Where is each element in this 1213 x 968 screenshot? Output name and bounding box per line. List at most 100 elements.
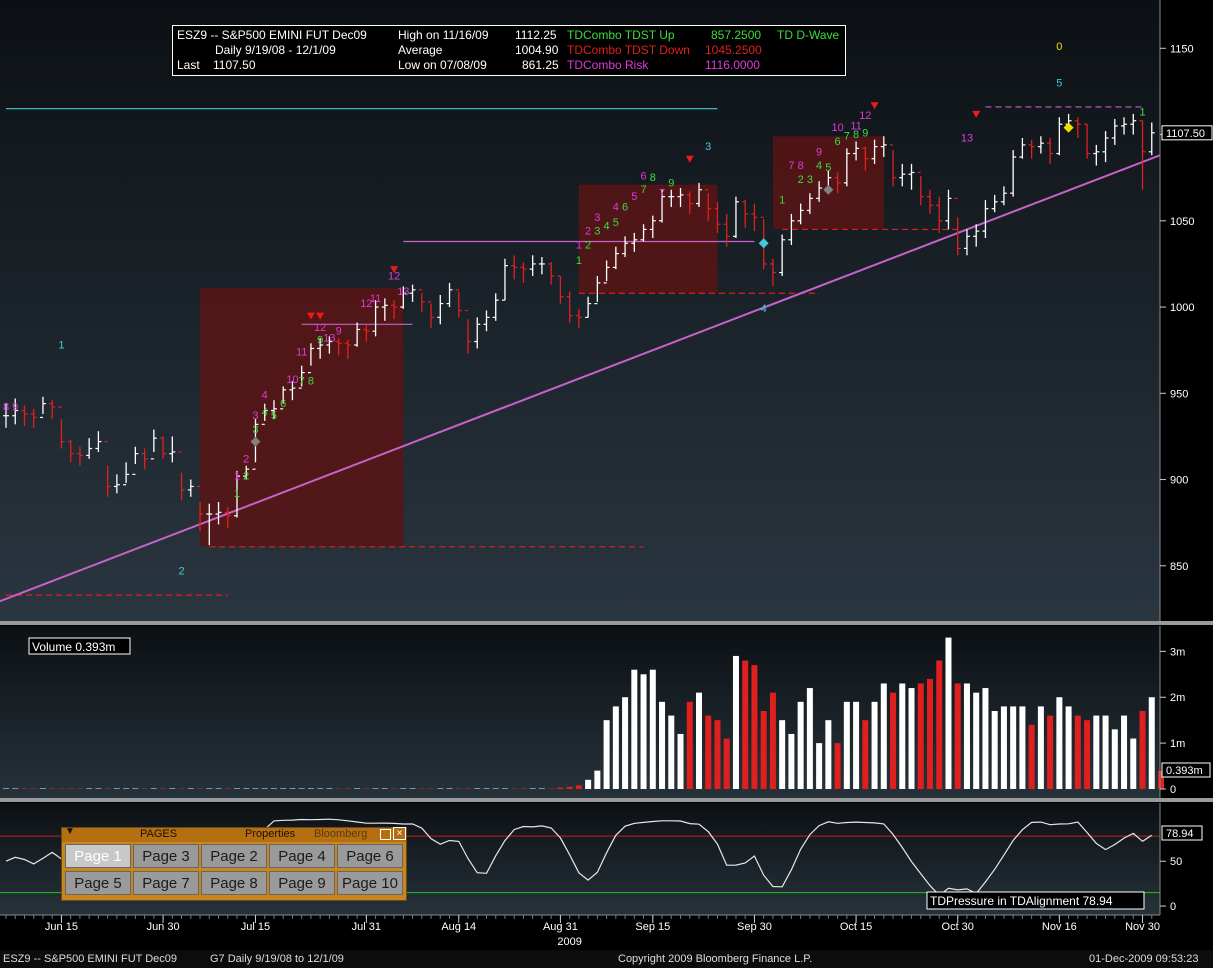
x-tick-label: Oct 30 [942, 921, 974, 933]
td-count-label: 13 [961, 132, 973, 144]
info-range: Daily 9/19/08 - 12/1/09 [215, 43, 336, 57]
volume-bar [890, 692, 897, 789]
volume-bar [640, 674, 647, 789]
td-count-label: 1 [234, 471, 240, 483]
x-tick-label: Aug 14 [441, 921, 476, 933]
panel-divider-2 [0, 798, 1213, 802]
pressure-legend-label: TDPressure in TDAlignment 78.94 [930, 894, 1113, 908]
volume-legend-label: Volume 0.393m [32, 640, 115, 654]
pages-header: ▼ PAGES Properties Bloomberg × [62, 826, 406, 842]
page-button-2[interactable]: Page 2 [201, 844, 267, 868]
td-count-label: 11 [296, 346, 307, 358]
td-count-label: 6 [640, 170, 646, 182]
td-count-label: 2 [178, 565, 184, 577]
volume-bar [1047, 715, 1054, 789]
td-count-label: 10 [831, 122, 843, 134]
volume-tick-label: 1m [1170, 738, 1185, 750]
td-count-label: 2 [585, 239, 591, 251]
volume-bar [760, 711, 767, 789]
volume-bar [779, 720, 786, 789]
price-tick-label: 850 [1170, 561, 1188, 573]
tdst-up-value: 857.2500 [711, 28, 762, 42]
properties-tab[interactable]: Properties [245, 828, 296, 840]
td-count-label: 5 [613, 217, 619, 229]
info-high-label: High on 11/16/09 [398, 28, 489, 42]
bloomberg-tab[interactable]: Bloomberg [314, 828, 368, 840]
volume-bar [1019, 706, 1026, 789]
info-avg-value: 1004.90 [515, 43, 559, 57]
price-tick-label: 1000 [1170, 302, 1194, 314]
volume-bar [973, 692, 980, 789]
pressure-last-box [1161, 825, 1203, 841]
td-count-label: 12 [360, 298, 372, 310]
page-button-1[interactable]: Page 1 [65, 844, 131, 868]
volume-bar [705, 715, 712, 789]
volume-bar [732, 655, 739, 789]
pages-menu-icon[interactable]: ▼ [65, 826, 75, 837]
pages-panel: ▼ PAGES Properties Bloomberg × Page 1 Pa… [61, 826, 407, 901]
tdst-box [200, 288, 404, 547]
volume-bar [751, 665, 758, 789]
last-price-label: 1107.50 [1166, 128, 1205, 140]
volume-bar [917, 683, 924, 789]
td-count-label: 8 [650, 172, 656, 184]
td-count-label: 3 [807, 174, 813, 186]
td-count-label: 2 [585, 226, 591, 238]
info-last-value: 1107.50 [213, 58, 256, 72]
info-low-value: 861.25 [522, 58, 559, 72]
volume-bar [871, 701, 878, 789]
page-button-6[interactable]: Page 6 [337, 844, 403, 868]
td-count-label: 1 [58, 339, 64, 351]
td-count-label: 3 [594, 212, 600, 224]
page-button-8[interactable]: Page 8 [201, 871, 267, 895]
page-button-4[interactable]: Page 4 [269, 844, 335, 868]
volume-bar [797, 701, 804, 789]
signal-dot-icon [250, 436, 261, 447]
info-title: ESZ9 -- S&P500 EMINI FUT Dec09 [177, 28, 367, 42]
x-tick-label: Nov 16 [1042, 921, 1077, 933]
red-arrow-icon [390, 266, 399, 274]
info-high-value: 1112.25 [515, 28, 557, 42]
x-tick-label: Oct 15 [840, 921, 872, 933]
td-count-label: 5 [271, 410, 277, 422]
panel-divider-1 [0, 621, 1213, 625]
td-count-label: 11 [850, 120, 861, 132]
bottom-axis-bg [0, 915, 1160, 950]
td-count-label: 6 [280, 398, 286, 410]
page-button-10[interactable]: Page 10 [337, 871, 403, 895]
x-tick-label: Jun 30 [147, 921, 180, 933]
right-axis-bg [1160, 0, 1213, 950]
page-button-9[interactable]: Page 9 [269, 871, 335, 895]
close-icon[interactable]: × [393, 827, 406, 840]
volume-bar [1102, 715, 1109, 789]
red-arrow-icon [972, 110, 981, 118]
restore-icon[interactable] [380, 829, 391, 840]
volume-bar [899, 683, 906, 789]
risk-label: TDCombo Risk [567, 58, 649, 72]
volume-bar [880, 683, 887, 789]
pressure-last-label: 78.94 [1166, 828, 1194, 840]
dwave-label: TD D-Wave [777, 28, 840, 42]
td-count-label: 12 [859, 110, 871, 122]
volume-bar [696, 692, 702, 789]
volume-layer: Volume 0.393m [3, 637, 1164, 789]
red-arrow-icon [316, 312, 325, 320]
page-button-3[interactable]: Page 3 [133, 844, 199, 868]
info-last-label: Last [177, 58, 200, 72]
td-count-label: 1 [1139, 107, 1145, 119]
td-count-label: 3 [252, 410, 258, 422]
red-arrow-icon [685, 155, 694, 163]
volume-bar [806, 688, 813, 789]
volume-bar [936, 660, 943, 789]
volume-bar [585, 779, 592, 789]
td-count-label: 7 [788, 160, 794, 172]
x-tick-label: Jun 15 [45, 921, 78, 933]
volume-bar [1139, 711, 1146, 789]
volume-bar [982, 688, 989, 789]
page-button-7[interactable]: Page 7 [133, 871, 199, 895]
volume-bar [853, 701, 860, 789]
td-count-label: 7 [659, 188, 665, 200]
page-button-5[interactable]: Page 5 [65, 871, 131, 895]
last-price-box [1161, 125, 1213, 141]
